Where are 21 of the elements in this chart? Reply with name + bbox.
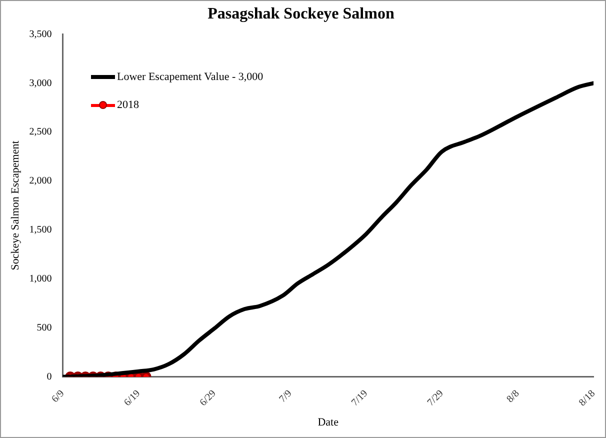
y-tick-label: 2,000: [29, 176, 52, 187]
x-tick-label: 7/19: [350, 388, 370, 409]
legend-label: 2018: [117, 99, 139, 111]
y-tick-label: 3,000: [29, 78, 52, 89]
x-tick-label: 6/29: [198, 388, 218, 409]
x-tick-label: 6/9: [50, 388, 67, 405]
x-tick-label: 7/29: [425, 388, 446, 409]
x-tick-label: 8/18: [577, 388, 598, 409]
x-tick-label: 6/19: [122, 388, 143, 409]
y-tick-label: 2,500: [29, 126, 52, 138]
y-tick-label: 0: [46, 371, 52, 382]
y-tick-label: 3,500: [29, 28, 52, 40]
x-tick-label: 8/8: [504, 388, 522, 405]
y-tick-label: 1,500: [29, 224, 52, 236]
y-axis-title: Sockeye Salmon Escapement: [9, 140, 22, 270]
chart-title: Pasagshak Sockeye Salmon: [208, 6, 394, 23]
x-axis-title: Date: [318, 416, 339, 428]
x-tick-label: 7/9: [277, 388, 294, 405]
y-tick-label: 1,000: [29, 274, 52, 284]
y-tick-label: 500: [36, 322, 52, 334]
legend-label: Lower Escapement Value - 3,000: [117, 71, 264, 83]
